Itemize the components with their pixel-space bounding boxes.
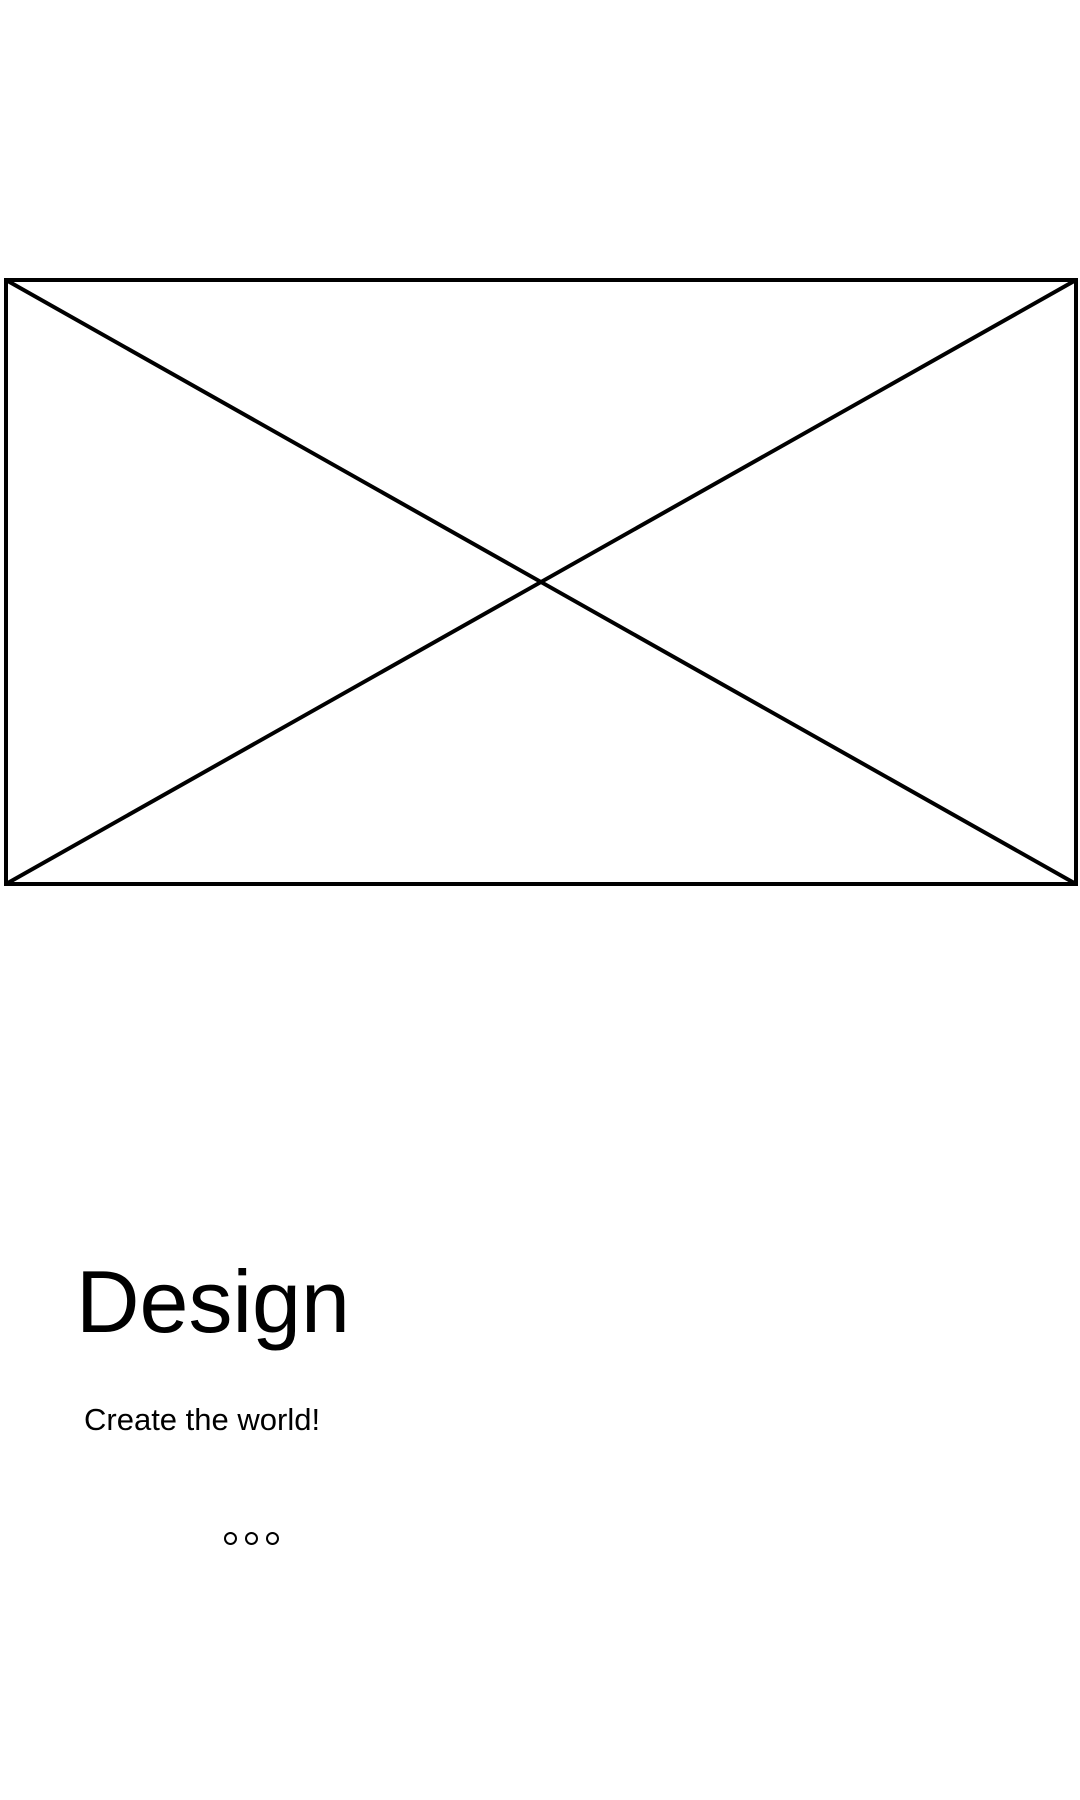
page-subtitle: Create the world! <box>84 1402 321 1437</box>
page-dot-3[interactable] <box>266 1532 279 1545</box>
page-title: Design <box>76 1252 350 1351</box>
image-placeholder <box>4 278 1078 886</box>
page-indicator <box>224 1532 279 1545</box>
page-dot-1[interactable] <box>224 1532 237 1545</box>
image-placeholder-icon <box>4 278 1078 886</box>
page-dot-2[interactable] <box>245 1532 258 1545</box>
